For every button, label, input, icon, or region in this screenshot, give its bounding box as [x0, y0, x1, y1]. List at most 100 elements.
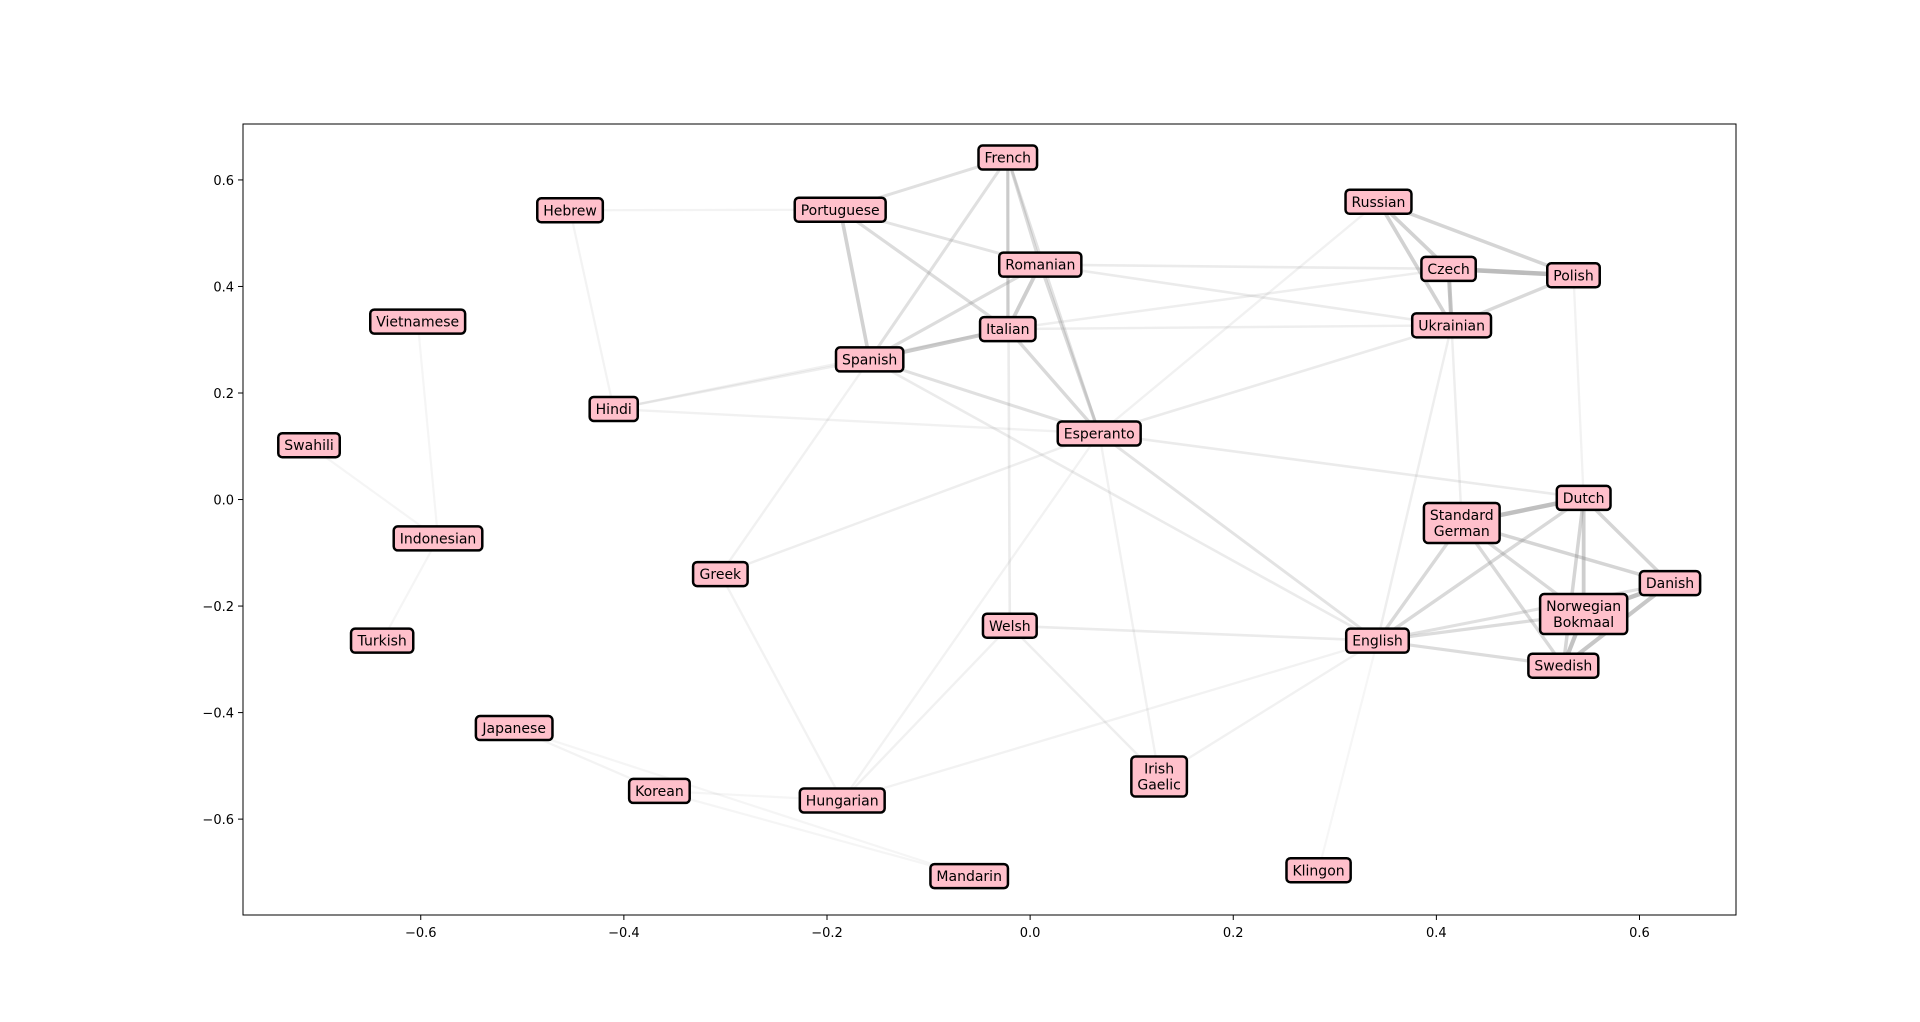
node-label-line: Standard	[1430, 508, 1494, 524]
edge	[838, 208, 1010, 331]
y-tick-label: 0.0	[213, 494, 234, 509]
node-label-line: Turkish	[357, 634, 407, 650]
node-label-line: Bokmaal	[1553, 615, 1614, 631]
node-label: Hebrew	[543, 203, 597, 219]
node-box	[1410, 312, 1493, 339]
node-label-line: Portuguese	[801, 203, 880, 219]
node-label: Indonesian	[400, 531, 477, 547]
edge	[1572, 274, 1585, 500]
node-box	[1285, 857, 1352, 884]
edge	[1581, 496, 1672, 585]
node-label-line: Hindi	[596, 402, 632, 418]
edge	[1098, 432, 1161, 778]
node: English	[1344, 627, 1411, 654]
node-box	[977, 144, 1039, 171]
node: Dutch	[1555, 484, 1612, 512]
node-box	[1538, 592, 1629, 636]
node-box	[978, 315, 1037, 343]
node-box	[1420, 255, 1477, 283]
y-tick-label: 0.2	[213, 387, 234, 402]
edge	[513, 726, 971, 878]
x-tick-label: −0.6	[405, 926, 437, 941]
node: Vietnamese	[369, 308, 467, 335]
edge	[568, 209, 615, 411]
node-box	[1638, 569, 1702, 597]
node-label: Hindi	[596, 402, 632, 418]
node-label-line: Welsh	[989, 619, 1031, 635]
node-box	[981, 612, 1038, 640]
node-box	[1130, 755, 1189, 798]
edge	[1038, 263, 1450, 271]
node-box	[1555, 484, 1612, 512]
edge	[1097, 324, 1453, 435]
node: Italian	[978, 315, 1037, 343]
edge	[719, 432, 1101, 576]
node-label: Japanese	[481, 721, 546, 737]
node: Korean	[627, 777, 691, 805]
node-label-line: Swahili	[284, 438, 333, 454]
node-label-line: Norwegian	[1546, 599, 1621, 615]
y-tick-label: 0.6	[213, 174, 234, 189]
node: Czech	[1420, 255, 1477, 283]
node-label: French	[985, 151, 1032, 167]
node-label: Hungarian	[806, 793, 879, 809]
node-label: Korean	[635, 784, 684, 800]
node-label: Standard German	[1430, 508, 1494, 540]
node-label: Danish	[1646, 576, 1694, 592]
x-tick-label: −0.4	[608, 926, 640, 941]
edge	[841, 432, 1101, 802]
edge	[1157, 639, 1379, 778]
y-tick-label: 0.4	[213, 280, 234, 295]
node-box	[1056, 420, 1142, 447]
node-label-line: French	[985, 151, 1032, 167]
node-box	[369, 308, 467, 335]
edge	[1006, 324, 1453, 331]
node-box	[1344, 188, 1413, 216]
node-label: Irish Gaelic	[1137, 762, 1181, 794]
node-box	[997, 251, 1083, 278]
edge	[1038, 262, 1101, 436]
node-label: Norwegian Bokmaal	[1546, 599, 1621, 631]
node-label-line: Gaelic	[1137, 778, 1181, 794]
edge	[868, 156, 1010, 361]
node: Russian	[1344, 188, 1413, 216]
node-label-line: Greek	[700, 567, 743, 583]
node: Indonesian	[392, 525, 484, 552]
edge	[719, 572, 844, 802]
node: Japanese	[474, 714, 554, 742]
node: Danish	[1638, 569, 1702, 597]
node: Ukrainian	[1410, 312, 1493, 339]
edge	[1006, 155, 1042, 267]
node-label-line: Czech	[1427, 262, 1469, 278]
node-label: Vietnamese	[376, 315, 459, 331]
node-label-line: Japanese	[481, 721, 546, 737]
node: Hungarian	[798, 787, 886, 814]
node: Hebrew	[536, 197, 605, 224]
edge	[1006, 156, 1101, 435]
edge	[1008, 624, 1161, 778]
node-box	[474, 714, 554, 742]
y-tick-label: −0.6	[202, 813, 234, 828]
node-label: Russian	[1352, 195, 1406, 211]
node-label-line: Hebrew	[543, 203, 597, 219]
node: Irish Gaelic	[1130, 755, 1189, 798]
edge	[841, 639, 1379, 802]
node: Standard German	[1422, 501, 1501, 545]
edge	[612, 407, 1101, 435]
node-label: English	[1352, 634, 1403, 650]
node-box	[277, 431, 342, 459]
edge	[1376, 324, 1453, 642]
edge	[868, 263, 1042, 362]
node-box	[834, 346, 905, 373]
edge	[612, 327, 1009, 411]
edge	[1008, 624, 1379, 642]
edge	[868, 358, 1379, 642]
edge	[1375, 496, 1586, 643]
node-label-line: Ukrainian	[1418, 318, 1485, 334]
node-label: Esperanto	[1064, 426, 1135, 442]
edge	[381, 537, 440, 642]
node-box	[536, 197, 605, 224]
node: Greek	[691, 560, 749, 588]
node-box	[1344, 627, 1411, 654]
